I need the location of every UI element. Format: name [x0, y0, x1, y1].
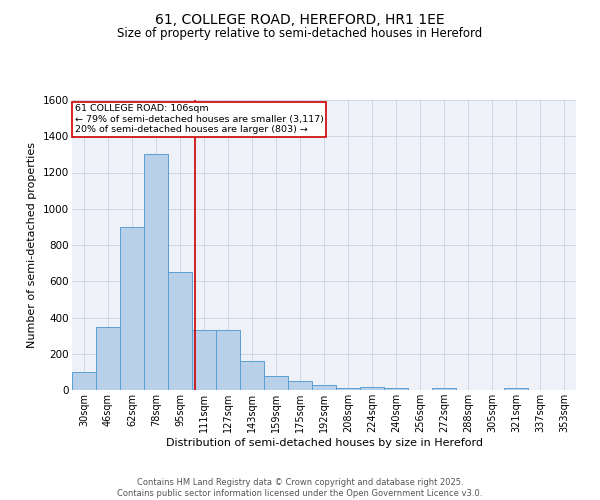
Text: 61, COLLEGE ROAD, HEREFORD, HR1 1EE: 61, COLLEGE ROAD, HEREFORD, HR1 1EE — [155, 12, 445, 26]
Bar — [216, 330, 240, 390]
Bar — [360, 388, 384, 390]
Bar — [144, 154, 168, 390]
Bar — [120, 227, 144, 390]
Bar — [384, 388, 408, 390]
Bar — [168, 272, 192, 390]
Text: 61 COLLEGE ROAD: 106sqm
← 79% of semi-detached houses are smaller (3,117)
20% of: 61 COLLEGE ROAD: 106sqm ← 79% of semi-de… — [74, 104, 323, 134]
Bar — [288, 381, 312, 390]
Bar — [72, 372, 96, 390]
Bar — [264, 376, 288, 390]
Y-axis label: Number of semi-detached properties: Number of semi-detached properties — [28, 142, 37, 348]
Text: Size of property relative to semi-detached houses in Hereford: Size of property relative to semi-detach… — [118, 28, 482, 40]
Bar — [312, 386, 336, 390]
Bar — [192, 330, 216, 390]
Bar — [336, 388, 360, 390]
Text: Contains HM Land Registry data © Crown copyright and database right 2025.
Contai: Contains HM Land Registry data © Crown c… — [118, 478, 482, 498]
Bar — [432, 388, 456, 390]
Bar — [504, 388, 528, 390]
Bar — [96, 326, 120, 390]
X-axis label: Distribution of semi-detached houses by size in Hereford: Distribution of semi-detached houses by … — [166, 438, 482, 448]
Bar — [240, 361, 264, 390]
